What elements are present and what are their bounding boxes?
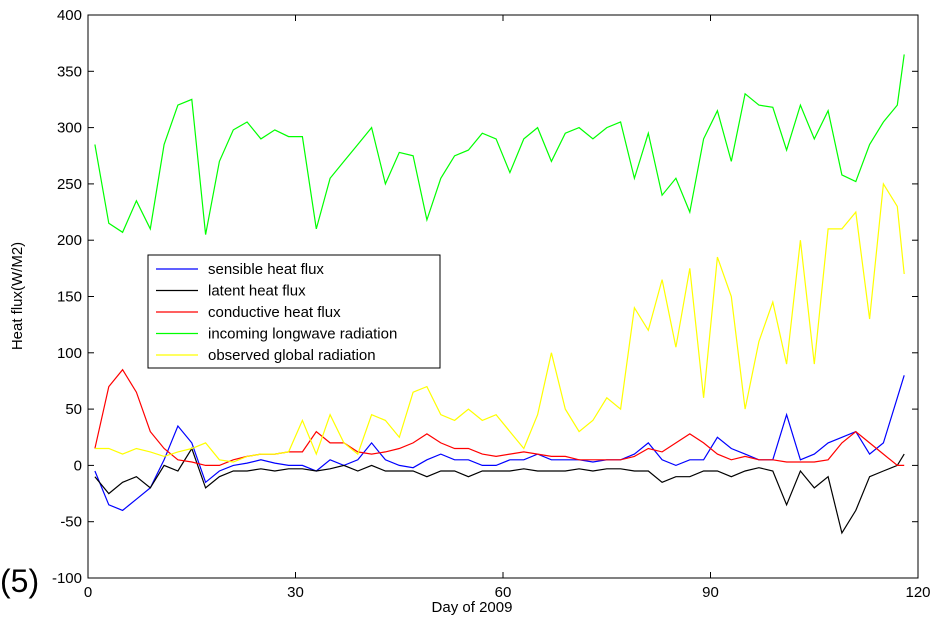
legend: sensible heat flux latent heat flux conduc…	[147, 254, 441, 369]
legend-label: sensible heat flux	[208, 261, 324, 278]
data-line	[94, 182, 905, 463]
x-axis-label: Day of 2009	[432, 599, 513, 616]
legend-label: observed global radiation	[208, 347, 376, 364]
y-tick-label: 300	[57, 120, 82, 137]
x-tick-label: 30	[287, 584, 304, 601]
legend-label: latent heat flux	[208, 283, 306, 300]
y-tick-label: -100	[52, 570, 82, 587]
y-tick-label: 150	[57, 289, 82, 306]
y-tick-label: 50	[65, 401, 82, 418]
legend-label: conductive heat flux	[208, 304, 341, 321]
x-tick-label: 60	[495, 584, 512, 601]
annotation: (5)	[0, 563, 39, 599]
data-line	[94, 375, 905, 512]
y-tick-label: 250	[57, 176, 82, 193]
y-axis-label: Heat flux(W/M2)	[9, 242, 26, 350]
data-line	[94, 54, 905, 235]
y-tick-label: -50	[60, 514, 82, 531]
x-tick-label: 0	[84, 584, 92, 601]
y-tick-label: 350	[57, 63, 82, 80]
y-tick-label: 0	[74, 457, 82, 474]
legend-label: incoming longwave radiation	[208, 326, 397, 343]
y-tick-label: 200	[57, 232, 82, 249]
data-line	[94, 368, 905, 466]
y-tick-label: 400	[57, 7, 82, 24]
y-tick-label: 100	[57, 345, 82, 362]
x-tick-label: 120	[905, 584, 930, 601]
x-tick-label: 90	[702, 584, 719, 601]
data-line	[94, 447, 905, 535]
